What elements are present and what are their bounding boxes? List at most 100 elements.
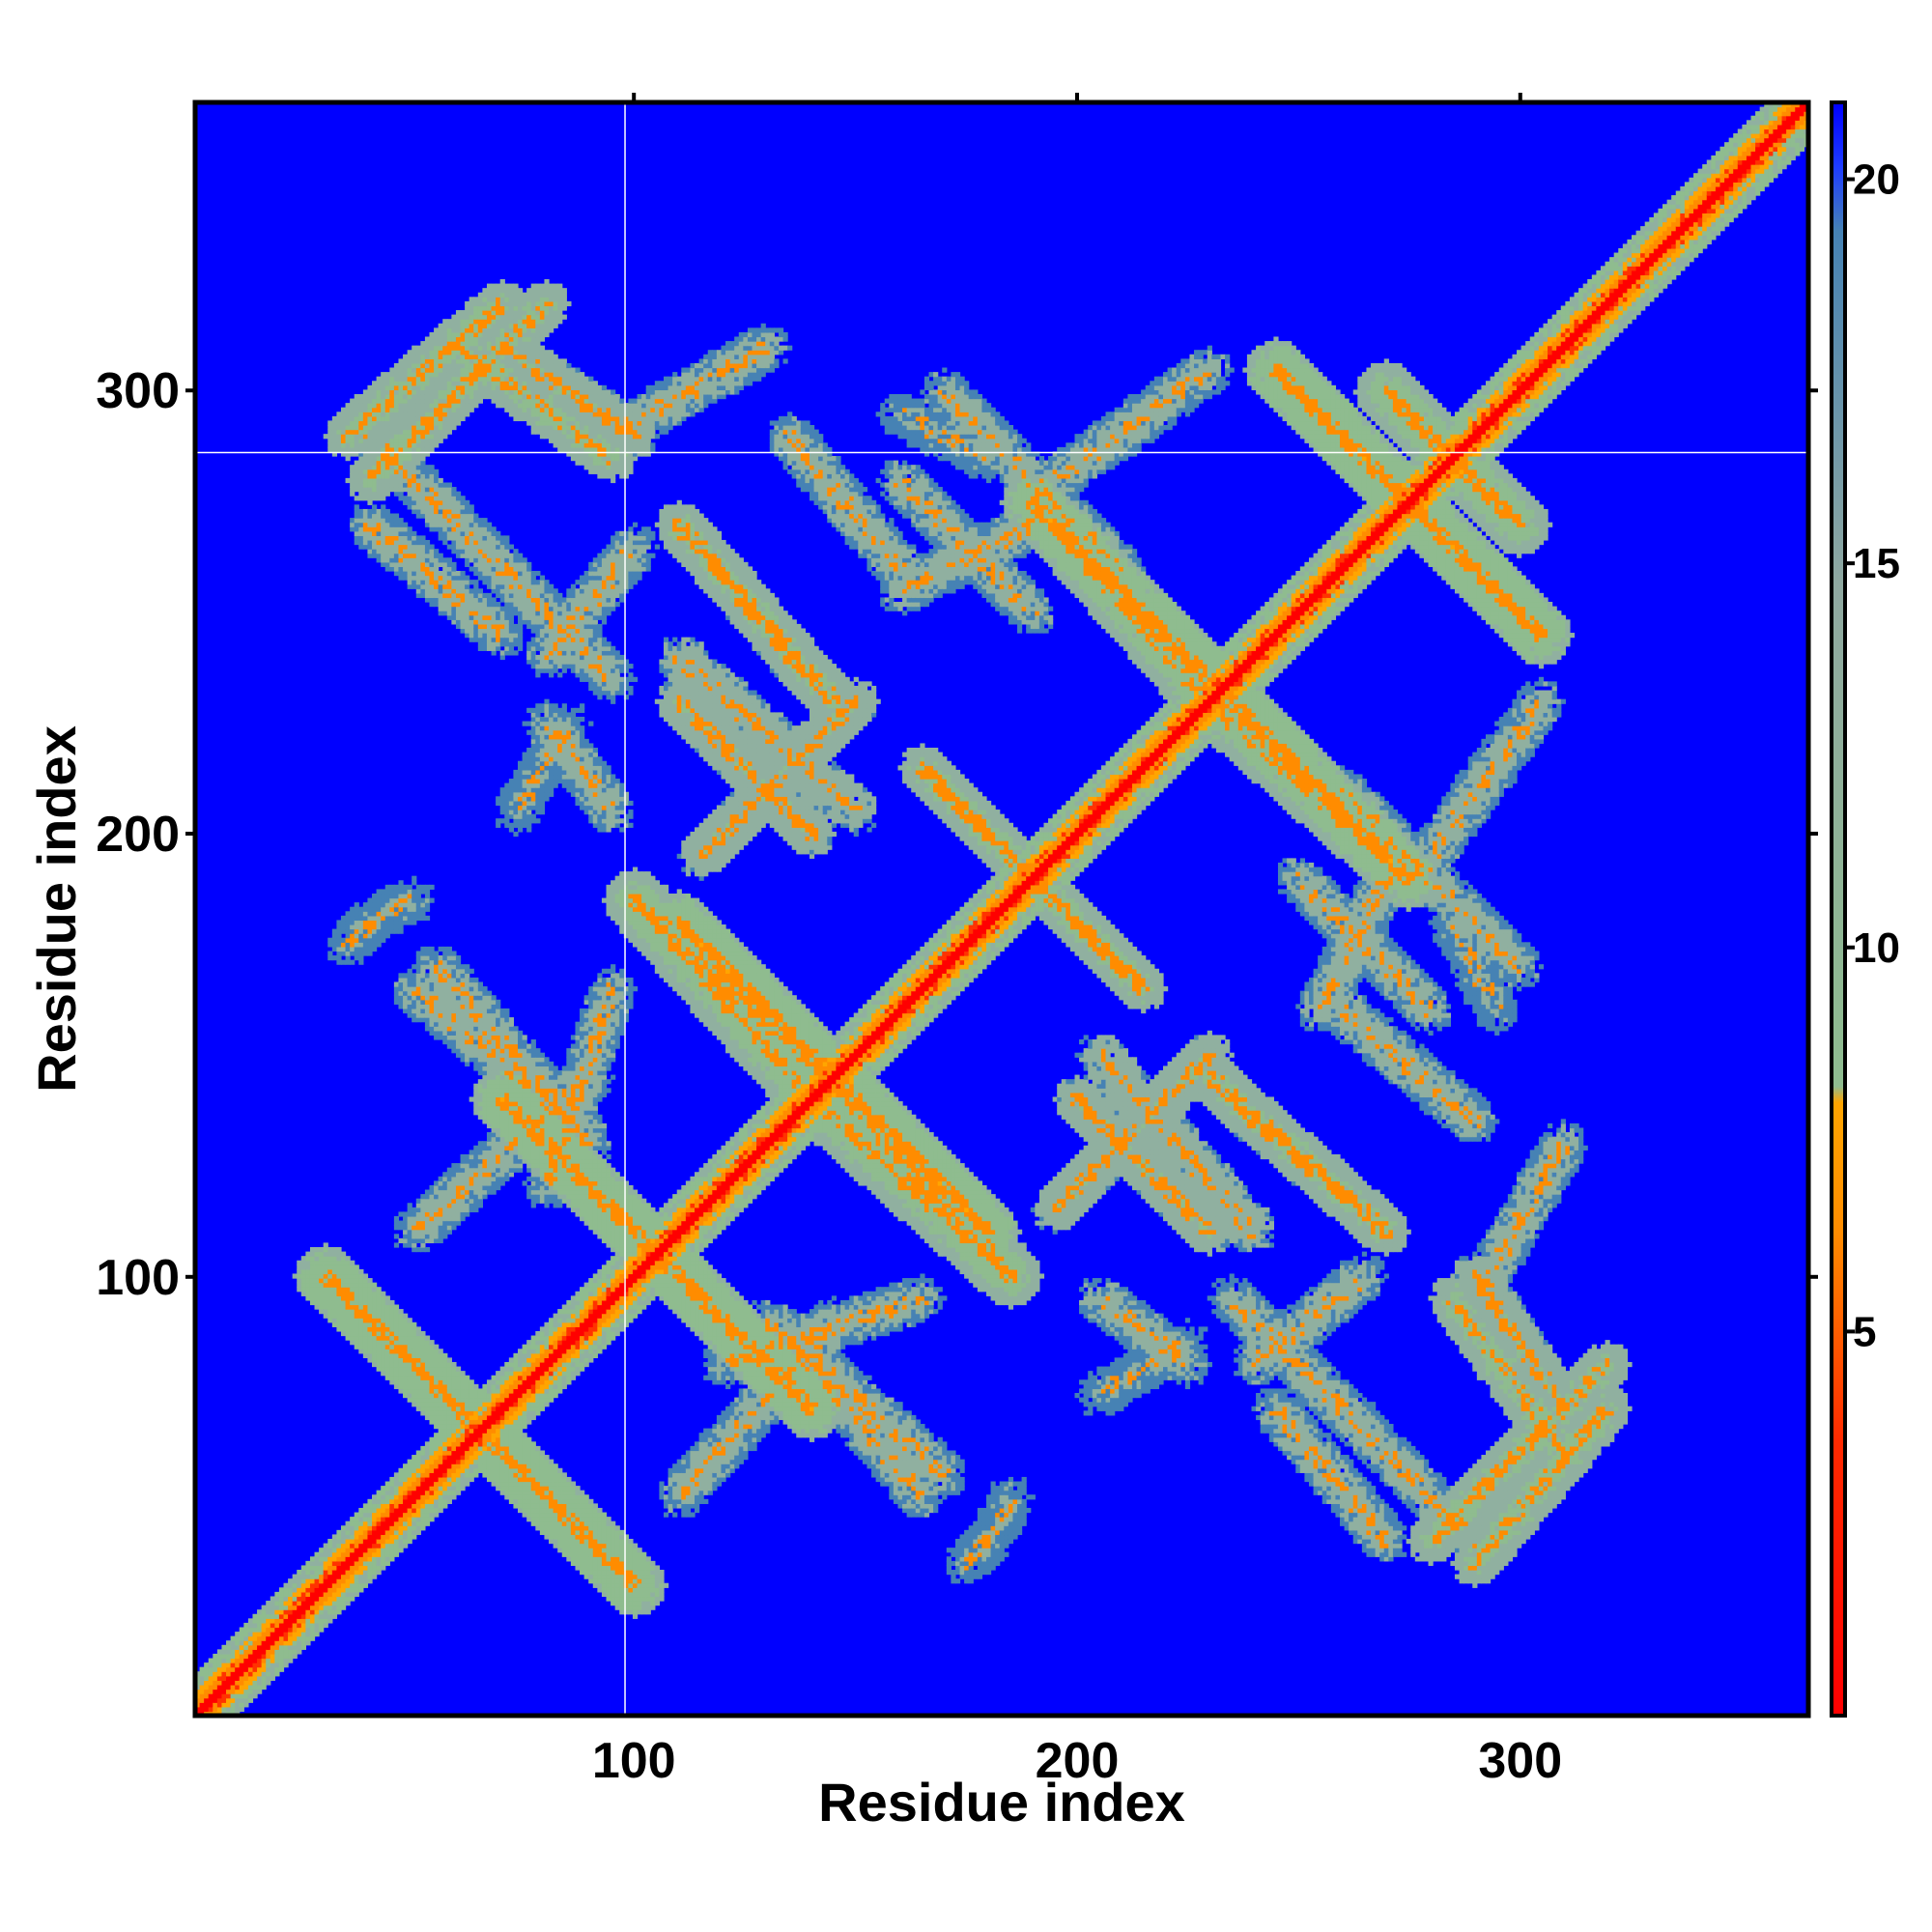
heatmap-cell — [455, 1184, 462, 1191]
heatmap-cell — [340, 1543, 347, 1548]
heatmap-cell — [314, 1632, 320, 1637]
heatmap-cell — [477, 986, 483, 992]
heatmap-cell — [496, 1004, 501, 1009]
heatmap-cell — [446, 398, 452, 404]
heatmap-cell — [309, 1605, 316, 1610]
heatmap-cell — [460, 376, 466, 382]
heatmap-cell — [319, 1570, 325, 1576]
heatmap-cell — [429, 1344, 435, 1350]
heatmap-cell — [438, 1410, 443, 1416]
heatmap-cell — [429, 964, 435, 970]
heatmap-cell — [477, 1194, 483, 1200]
heatmap-cell — [354, 522, 359, 527]
heatmap-cell — [384, 561, 390, 568]
heatmap-cell — [446, 496, 452, 501]
heatmap-cell — [438, 1428, 443, 1434]
heatmap-cell — [486, 341, 493, 347]
heatmap-cell — [362, 1321, 369, 1327]
heatmap-cell — [362, 933, 369, 939]
heatmap-cell — [486, 1048, 493, 1054]
heatmap-cell — [455, 1198, 462, 1204]
heatmap-cell — [465, 968, 470, 974]
heatmap-cell — [496, 1402, 501, 1407]
heatmap-cell — [288, 1613, 294, 1619]
heatmap-cell — [336, 1282, 342, 1288]
heatmap-cell — [465, 1424, 470, 1430]
heatmap-cell — [309, 1256, 316, 1262]
heatmap-cell — [504, 310, 510, 316]
heatmap-cell — [412, 508, 417, 515]
heatmap-cell — [372, 942, 378, 948]
heatmap-cell — [367, 1321, 373, 1327]
heatmap-cell — [429, 1229, 435, 1235]
heatmap-cell — [266, 1671, 271, 1677]
heatmap-cell — [496, 1008, 501, 1014]
heatmap-cell — [412, 557, 417, 563]
heatmap-cell — [384, 1490, 390, 1495]
heatmap-cell — [446, 487, 452, 493]
heatmap-cell — [412, 1476, 417, 1483]
heatmap-cell — [438, 1030, 443, 1036]
heatmap-cell — [199, 1702, 205, 1708]
heatmap-cell — [354, 446, 359, 453]
heatmap-cell — [384, 535, 390, 541]
heatmap-cell — [442, 398, 448, 404]
heatmap-cell — [208, 1684, 213, 1690]
heatmap-cell — [407, 504, 412, 510]
heatmap-cell — [491, 1428, 497, 1434]
heatmap-cell — [508, 1436, 515, 1442]
heatmap-cell — [376, 384, 382, 390]
heatmap-cell — [407, 442, 412, 448]
heatmap-cell — [420, 1481, 426, 1487]
heatmap-cell — [442, 955, 448, 961]
heatmap-cell — [446, 1220, 452, 1226]
heatmap-cell — [434, 1357, 440, 1363]
heatmap-cell — [508, 1048, 515, 1054]
heatmap-cell — [446, 1026, 452, 1032]
heatmap-cell — [469, 331, 474, 338]
heatmap-cell — [376, 398, 382, 404]
heatmap-cell — [345, 1295, 351, 1301]
heatmap-cell — [376, 1321, 382, 1327]
heatmap-cell — [376, 1570, 382, 1576]
heatmap-cell — [451, 1441, 457, 1447]
heatmap-cell — [504, 623, 510, 630]
heatmap-cell — [398, 1481, 404, 1487]
heatmap-cell — [372, 1299, 378, 1306]
heatmap-cell — [398, 460, 404, 466]
heatmap-cell — [434, 442, 440, 448]
heatmap-cell — [415, 990, 421, 996]
heatmap-cell — [486, 1379, 493, 1385]
heatmap-cell — [491, 1472, 497, 1478]
heatmap-cell — [442, 1397, 448, 1403]
heatmap-cell — [376, 465, 382, 470]
heatmap-cell — [455, 319, 462, 325]
heatmap-cell — [367, 1543, 373, 1548]
heatmap-cell — [491, 1096, 497, 1102]
heatmap-cell — [434, 372, 440, 378]
heatmap-cell — [499, 1490, 505, 1495]
heatmap-cell — [482, 297, 488, 302]
heatmap-cell — [451, 1414, 457, 1421]
heatmap-cell — [362, 920, 369, 925]
heatmap-cell — [384, 889, 390, 895]
heatmap-cell — [491, 1122, 497, 1129]
heatmap-cell — [376, 1295, 382, 1301]
heatmap-cell — [398, 1379, 404, 1385]
heatmap-cell — [446, 951, 452, 956]
heatmap-cell — [499, 279, 505, 285]
heatmap-cell — [403, 442, 409, 448]
heatmap-cell — [482, 1070, 488, 1076]
heatmap-cell — [393, 1379, 400, 1385]
heatmap-cell — [372, 384, 378, 390]
heatmap-cell — [438, 588, 443, 594]
heatmap-cell — [499, 1371, 505, 1377]
heatmap-cell — [367, 1313, 373, 1319]
heatmap-cell — [261, 1635, 267, 1641]
heatmap-cell — [504, 1371, 510, 1377]
heatmap-cell — [482, 522, 488, 527]
heatmap-cell — [442, 597, 448, 603]
heatmap-cell — [499, 384, 505, 390]
heatmap-cell — [407, 1229, 412, 1235]
heatmap-cell — [314, 1560, 320, 1567]
